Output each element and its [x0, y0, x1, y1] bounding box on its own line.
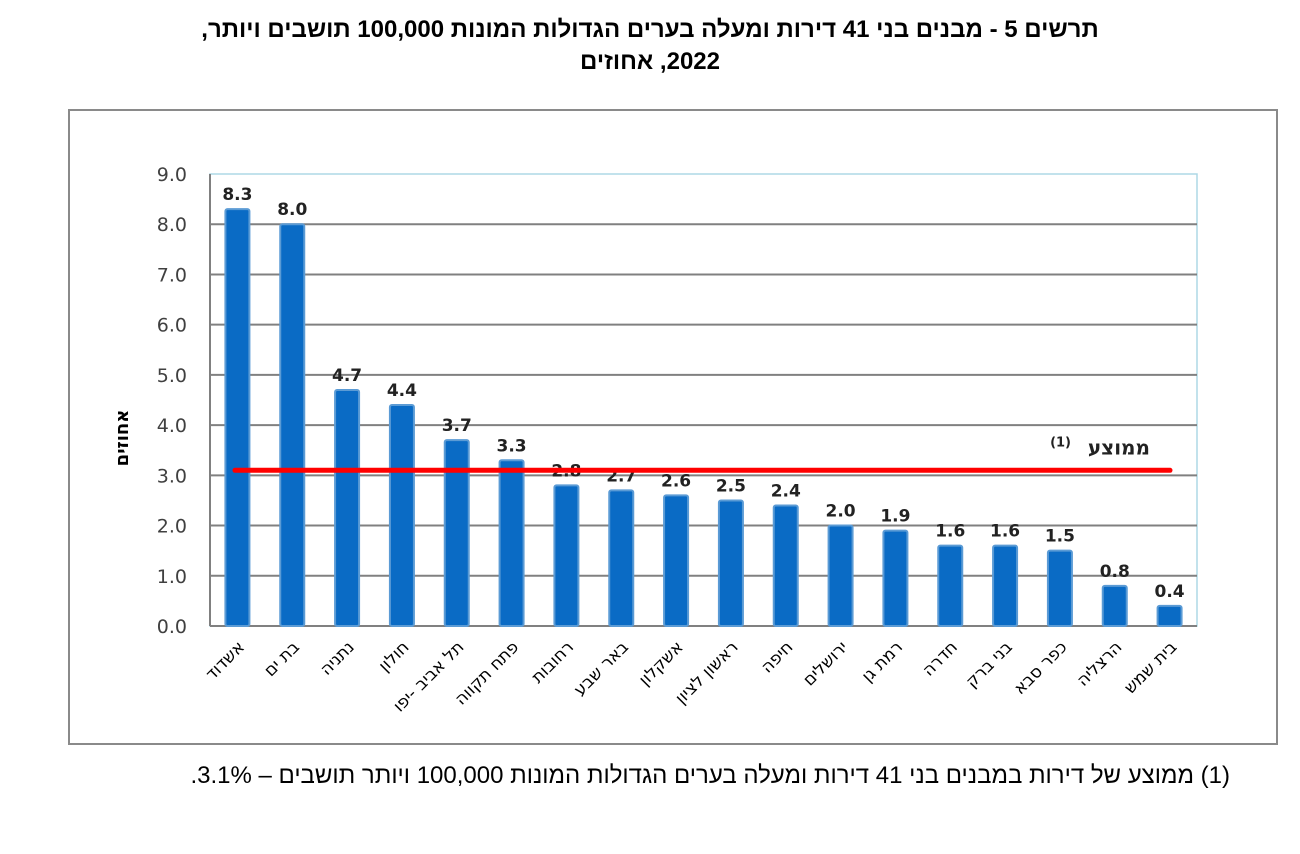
bar: [553, 484, 580, 627]
x-tick-label: באר שבע: [570, 637, 633, 700]
data-label: 2.4: [771, 481, 801, 501]
bar: [882, 529, 909, 627]
chart-frame: [68, 109, 1278, 745]
x-tick-label: ירושלים: [799, 637, 852, 690]
data-label: 0.8: [1100, 562, 1130, 582]
x-tick-label: רמת גן: [858, 637, 907, 686]
bar: [608, 489, 635, 627]
x-tick-label: נתניה: [316, 637, 358, 679]
bar: [279, 223, 306, 627]
average-label: ממוצע: [1088, 435, 1150, 459]
data-label: 1.6: [990, 522, 1020, 542]
data-label: 3.7: [442, 416, 472, 436]
y-tick-label: 9.0: [157, 164, 187, 186]
data-label: 2.0: [826, 502, 856, 522]
data-label: 4.4: [387, 381, 417, 401]
bar: [772, 504, 799, 628]
gridlines: [209, 173, 1198, 627]
data-label: 2.6: [661, 471, 691, 491]
data-labels: 8.38.04.74.43.73.32.82.72.62.52.42.01.91…: [222, 185, 1184, 602]
x-tick-label: חדרה: [919, 637, 962, 680]
y-tick-label: 0.0: [157, 616, 187, 638]
bar: [992, 544, 1019, 628]
y-tick-label: 1.0: [157, 566, 187, 588]
data-label: 8.3: [222, 185, 252, 205]
y-tick-label: 8.0: [157, 214, 187, 236]
data-label: 8.0: [277, 200, 307, 220]
y-tick-label: 4.0: [157, 415, 187, 437]
bar: [717, 499, 744, 628]
bar: [1046, 549, 1073, 628]
bar: [388, 404, 415, 627]
data-label: 2.5: [716, 476, 746, 496]
y-tick-label: 2.0: [157, 516, 187, 538]
data-label: 1.5: [1045, 527, 1075, 547]
data-label: 4.7: [332, 366, 362, 386]
average-line-group: ממוצע (1): [232, 435, 1173, 473]
x-tick-label: כפר סבא: [1010, 637, 1071, 698]
footnote: (1) ממוצע של דירות במבנים בני 41 דירות ו…: [190, 762, 1230, 789]
y-axis-ticks: 0.0 1.0 2.0 3.0 4.0 5.0 6.0 7.0 8.0 9.0: [157, 164, 187, 638]
bars: [224, 208, 1183, 628]
x-tick-label: בני ברק: [962, 637, 1017, 692]
bar: [334, 388, 361, 628]
y-tick-label: 7.0: [157, 264, 187, 286]
y-tick-label: 5.0: [157, 365, 187, 387]
chart-title-line2: 2022, אחוזים: [580, 48, 720, 75]
bar: [937, 544, 964, 628]
x-tick-label: חולון: [375, 637, 414, 676]
data-label: 0.4: [1155, 582, 1185, 602]
bar: [224, 208, 251, 627]
data-label: 3.3: [497, 436, 527, 456]
bar: [1156, 604, 1183, 628]
y-tick-label: 3.0: [157, 465, 187, 487]
x-tick-label: חיפה: [757, 637, 797, 677]
average-superscript: (1): [1050, 435, 1071, 450]
bar: [827, 524, 854, 627]
x-tick-label: אשדוד: [202, 637, 249, 684]
bar: [443, 439, 470, 627]
x-tick-label: בת ים: [260, 637, 304, 681]
x-tick-label: בית שמש: [1120, 637, 1181, 698]
bar: [663, 494, 690, 627]
bar: [1101, 584, 1128, 627]
data-label: 1.9: [880, 507, 910, 527]
x-tick-label: רחובות: [528, 637, 578, 687]
data-label: 1.6: [935, 522, 965, 542]
y-axis-label: אחוזים: [112, 410, 133, 467]
x-tick-label: אשקלון: [635, 637, 688, 690]
x-tick-label: הרצליה: [1073, 637, 1126, 690]
bar: [498, 459, 525, 627]
y-tick-label: 6.0: [157, 315, 187, 337]
chart-title-line1: תרשים 5 - מבנים בני 41 דירות ומעלה בערים…: [201, 16, 1099, 43]
chart-title: תרשים 5 - מבנים בני 41 דירות ומעלה בערים…: [100, 14, 1200, 78]
